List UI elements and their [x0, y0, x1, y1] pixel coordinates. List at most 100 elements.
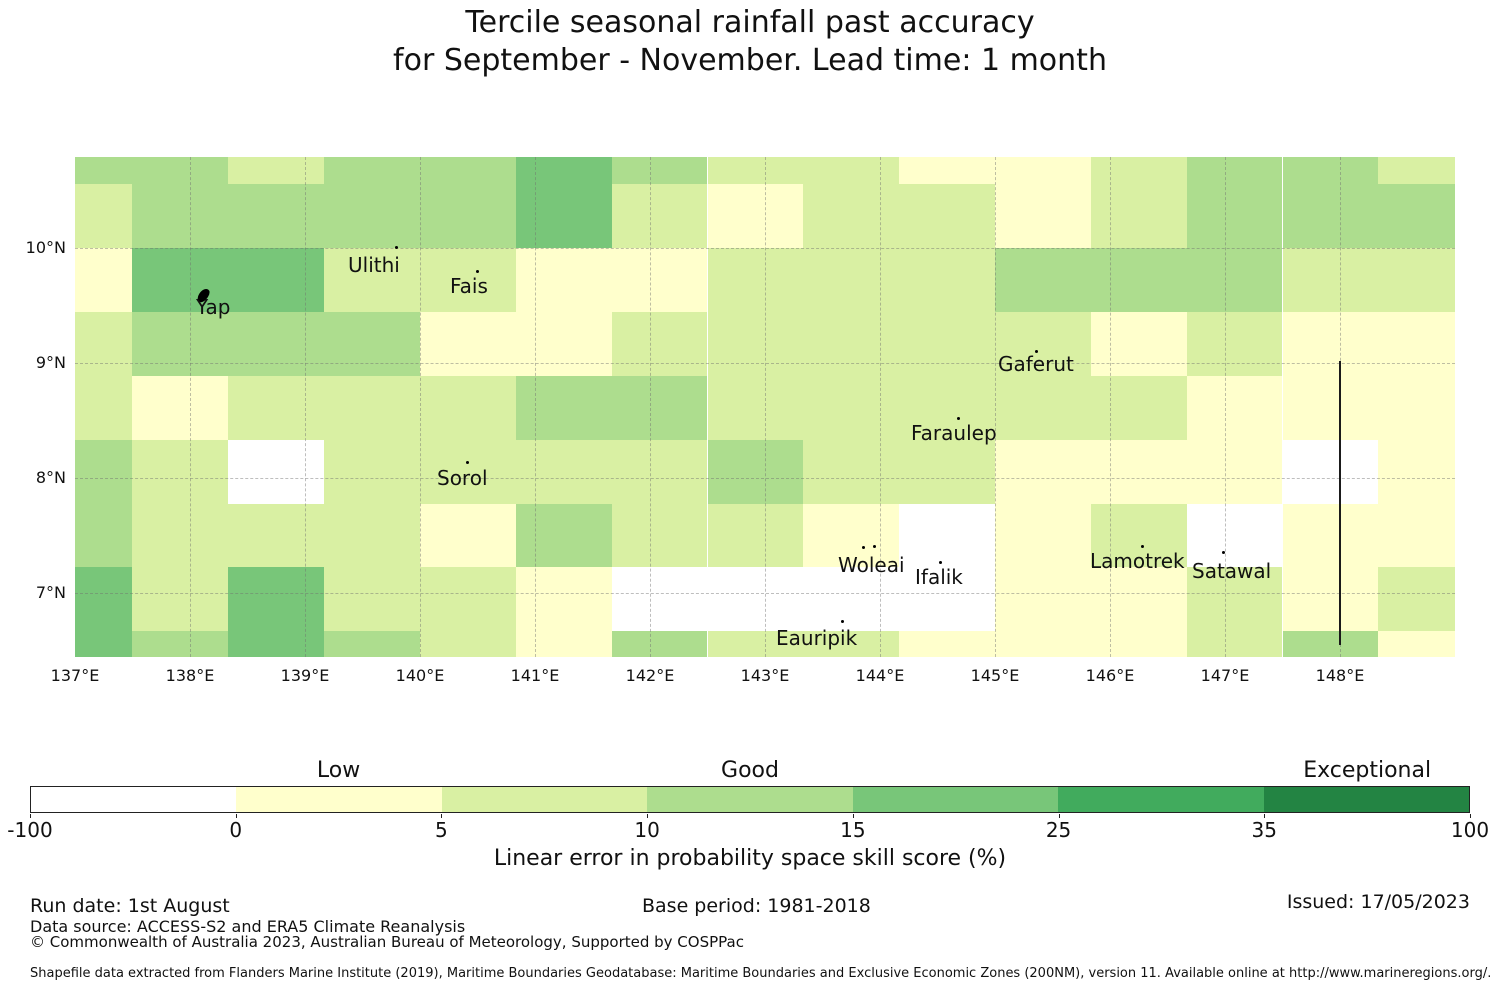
footer-data-source: Data source: ACCESS-S2 and ERA5 Climate … — [30, 917, 466, 936]
heatmap-cell — [75, 567, 132, 632]
island-marker-ifalik — [939, 561, 942, 564]
colorbar-segment — [31, 787, 237, 812]
heatmap-cell — [75, 439, 132, 504]
heatmap-cell — [515, 375, 612, 440]
island-label-ifalik: Ifalik — [915, 565, 963, 589]
colorbar-segment — [236, 787, 442, 812]
eez-boundary-line — [1339, 360, 1341, 645]
colorbar-caption: Linear error in probability space skill … — [493, 846, 1007, 871]
heatmap-cell — [611, 311, 708, 376]
grid-line — [75, 477, 1455, 479]
island-label-gaferut: Gaferut — [998, 352, 1074, 376]
grid-line — [420, 157, 421, 657]
heatmap-cell — [228, 567, 325, 632]
x-tick-label: 142°E — [625, 666, 675, 685]
colorbar-segment — [1058, 787, 1264, 812]
heatmap-cell — [899, 439, 995, 504]
heatmap-cell — [132, 247, 229, 312]
heatmap-cell — [707, 311, 804, 376]
island-marker-woleai — [862, 546, 865, 549]
heatmap-cell — [75, 247, 132, 312]
x-tick-label: 141°E — [510, 666, 560, 685]
heatmap-cell — [995, 157, 1091, 185]
footer-shapefile-note: Shapefile data extracted from Flanders M… — [30, 966, 1492, 981]
heatmap-cell — [228, 503, 325, 568]
heatmap-cell — [995, 375, 1091, 440]
heatmap-cell — [420, 247, 516, 312]
heatmap-cell — [803, 503, 900, 568]
heatmap-cell — [324, 503, 420, 568]
heatmap-cell — [75, 157, 132, 185]
heatmap-cell — [324, 375, 420, 440]
heatmap-cell — [899, 567, 995, 632]
heatmap-cell — [1090, 439, 1187, 504]
colorbar-band-label: Low — [316, 758, 361, 783]
heatmap-cell — [228, 157, 325, 185]
heatmap-cell — [1090, 567, 1187, 632]
heatmap-cell — [420, 503, 516, 568]
grid-line — [75, 247, 1455, 249]
heatmap-cell — [1186, 439, 1283, 504]
island-label-lamotrek: Lamotrek — [1090, 549, 1185, 573]
colorbar-tick — [441, 814, 443, 818]
heatmap-cell — [1090, 184, 1187, 248]
heatmap-cell — [1282, 184, 1379, 248]
heatmap-cell — [515, 567, 612, 632]
colorbar-tick-label: 0 — [229, 818, 243, 842]
heatmap-cell — [132, 567, 229, 632]
grid-line — [1225, 157, 1226, 657]
heatmap-cell — [228, 247, 325, 312]
heatmap-canvas — [75, 157, 1455, 657]
colorbar-tick-label: 15 — [840, 818, 866, 842]
heatmap-cell — [132, 311, 229, 376]
heatmap-cell — [707, 503, 804, 568]
colorbar-band-label: Good — [721, 758, 779, 783]
chart-title-line2: for September - November. Lead time: 1 m… — [393, 43, 1107, 78]
heatmap-cell — [1186, 567, 1283, 632]
x-tick-label: 148°E — [1315, 666, 1365, 685]
island-label-eauripik: Eauripik — [776, 626, 858, 650]
heatmap-cell — [995, 439, 1091, 504]
heatmap-cell — [1378, 375, 1455, 440]
heatmap-cell — [1378, 311, 1455, 376]
island-label-woleai: Woleai — [838, 553, 905, 577]
heatmap-cell — [132, 631, 229, 657]
heatmap-cell — [132, 157, 229, 185]
y-tick-label: 8°N — [35, 467, 66, 487]
heatmap-cell — [515, 311, 612, 376]
heatmap-cell — [420, 375, 516, 440]
heatmap-cell — [611, 567, 708, 632]
island-marker-gaferut — [1035, 350, 1038, 353]
heatmap-cell — [324, 184, 420, 248]
x-tick-label: 147°E — [1200, 666, 1250, 685]
x-tick-label: 145°E — [970, 666, 1020, 685]
heatmap-cell — [1186, 157, 1283, 185]
island-marker-lamotrek — [1141, 545, 1144, 548]
heatmap-cell — [1186, 375, 1283, 440]
heatmap-cell — [1090, 247, 1187, 312]
heatmap-cell — [611, 503, 708, 568]
heatmap-cell — [1186, 184, 1283, 248]
heatmap-cell — [515, 503, 612, 568]
colorbar-segment — [441, 787, 648, 812]
heatmap-cell — [75, 631, 132, 657]
colorbar — [30, 786, 1470, 813]
y-tick-label: 7°N — [35, 582, 66, 602]
grid-line — [75, 592, 1455, 594]
heatmap-cell — [324, 439, 420, 504]
island-marker-fais — [476, 270, 479, 273]
colorbar-tick — [647, 814, 649, 818]
heatmap-cell — [707, 157, 804, 185]
heatmap-cell — [995, 184, 1091, 248]
colorbar-tick-label: 5 — [435, 818, 448, 842]
heatmap-cell — [707, 567, 804, 632]
heatmap-cell — [132, 375, 229, 440]
heatmap-cell — [75, 375, 132, 440]
heatmap-cell — [899, 247, 995, 312]
heatmap-cell — [324, 631, 420, 657]
heatmap-cell — [803, 567, 900, 632]
heatmap-cell — [1090, 631, 1187, 657]
colorbar-tick-label: 100 — [1450, 818, 1490, 842]
heatmap-cell — [228, 184, 325, 248]
grid-line — [75, 362, 1455, 364]
